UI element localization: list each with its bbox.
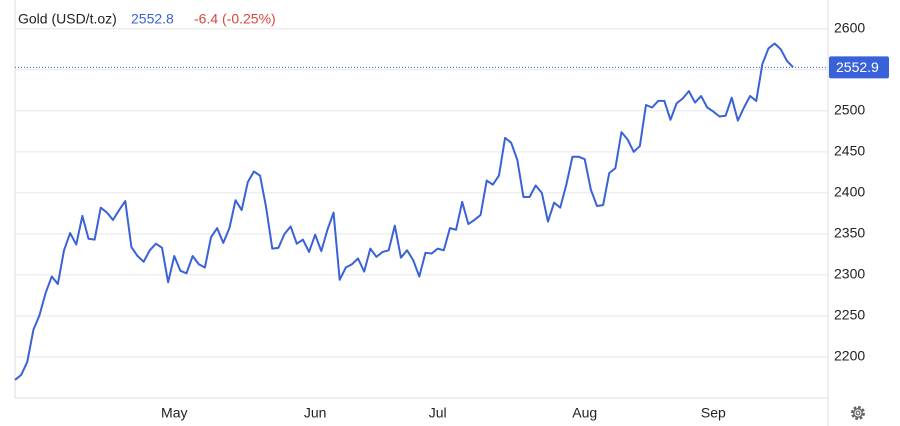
- price-line: [14, 42, 794, 381]
- y-tick-label: 2400: [834, 184, 865, 200]
- last-price: 2552.8: [131, 11, 174, 27]
- y-tick-label: 2350: [834, 225, 865, 241]
- x-tick-label: May: [161, 405, 187, 421]
- price-change: -6.4 (-0.25%): [194, 11, 276, 27]
- current-price-box: [829, 56, 889, 79]
- current-price-label: 2552.9: [836, 59, 879, 75]
- x-tick-label: Aug: [572, 405, 597, 421]
- x-tick-label: Sep: [701, 405, 726, 421]
- settings-icon[interactable]: [851, 406, 865, 420]
- chart-title: Gold (USD/t.oz): [18, 11, 117, 27]
- x-tick-label: Jul: [429, 405, 447, 421]
- y-tick-label: 2300: [834, 266, 865, 282]
- y-tick-label: 2250: [834, 307, 865, 323]
- x-tick-label: Jun: [304, 405, 327, 421]
- y-tick-label: 2200: [834, 348, 865, 364]
- y-tick-label: 2600: [834, 19, 865, 35]
- y-tick-label: 2450: [834, 143, 865, 159]
- y-tick-label: 2500: [834, 101, 865, 117]
